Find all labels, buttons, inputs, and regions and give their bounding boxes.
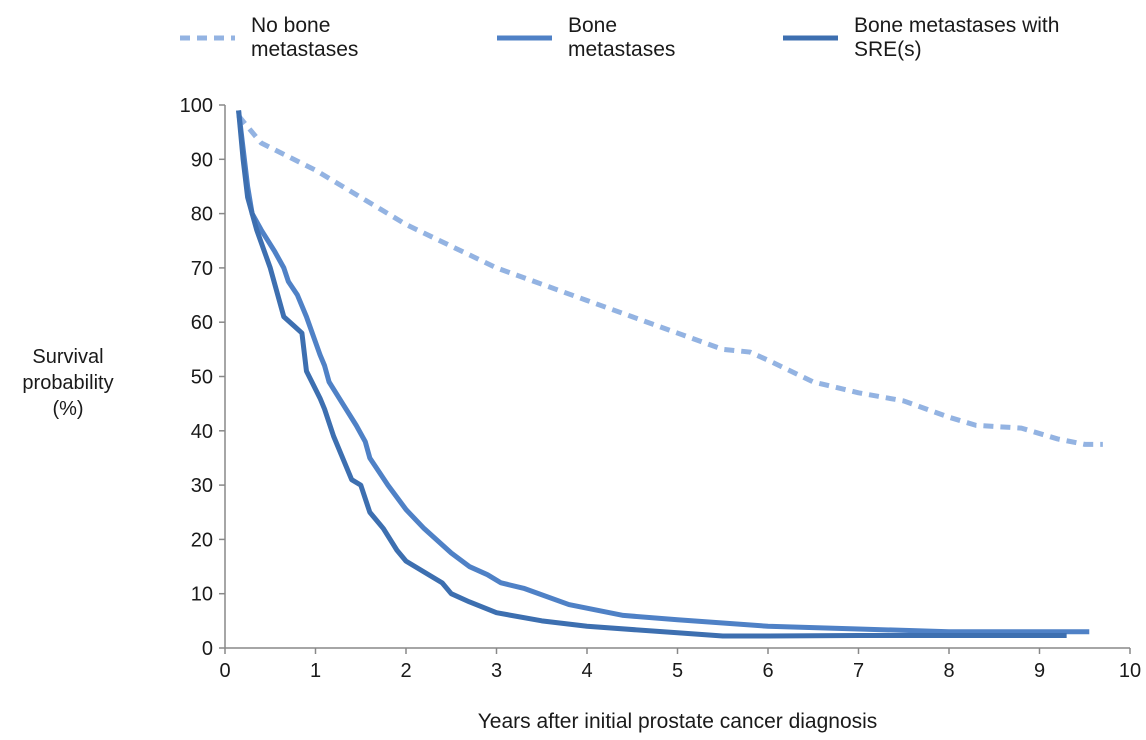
- x-tick-label: 0: [219, 660, 230, 682]
- x-tick-label: 3: [491, 660, 502, 682]
- y-tick-label: 90: [191, 149, 213, 171]
- series-line: [236, 110, 1090, 635]
- legend-label: Bone metastases with SRE(s): [854, 14, 1060, 61]
- series-line: [236, 114, 1103, 447]
- y-tick-label: 70: [191, 258, 213, 280]
- y-tick-label: 20: [191, 529, 213, 551]
- legend-swatch: [180, 35, 235, 41]
- y-tick-label: 80: [191, 204, 213, 226]
- legend-item: No bone metastases: [180, 14, 401, 62]
- x-tick-label: 6: [762, 660, 773, 682]
- x-axis-label: Years after initial prostate cancer diag…: [477, 710, 878, 733]
- x-tick-label: 7: [853, 660, 864, 682]
- legend-swatch: [783, 35, 838, 41]
- y-tick-label: 100: [180, 95, 213, 117]
- x-tick-label: 10: [1119, 660, 1141, 682]
- y-tick-label: 40: [191, 421, 213, 443]
- legend-item: Bone metastases with SRE(s): [783, 14, 1069, 62]
- x-tick-label: 1: [310, 660, 321, 682]
- x-tick-label: 9: [1034, 660, 1045, 682]
- y-tick-label: 10: [191, 584, 213, 606]
- y-tick-label: 60: [191, 312, 213, 334]
- x-tick-label: 2: [400, 660, 411, 682]
- x-tick-label: 8: [943, 660, 954, 682]
- y-axis-label: Survival probability (%): [22, 346, 114, 420]
- legend-swatch: [497, 35, 552, 41]
- legend-item: Bone metastases: [497, 14, 718, 62]
- y-tick-label: 0: [202, 638, 213, 660]
- x-tick-label: 5: [672, 660, 683, 682]
- legend-label: No bone metastases: [251, 14, 359, 61]
- y-tick-label: 50: [191, 367, 213, 389]
- series-line: [236, 110, 1067, 639]
- legend-label: Bone metastases: [568, 14, 676, 61]
- y-tick-label: 30: [191, 475, 213, 497]
- x-tick-label: 4: [581, 660, 592, 682]
